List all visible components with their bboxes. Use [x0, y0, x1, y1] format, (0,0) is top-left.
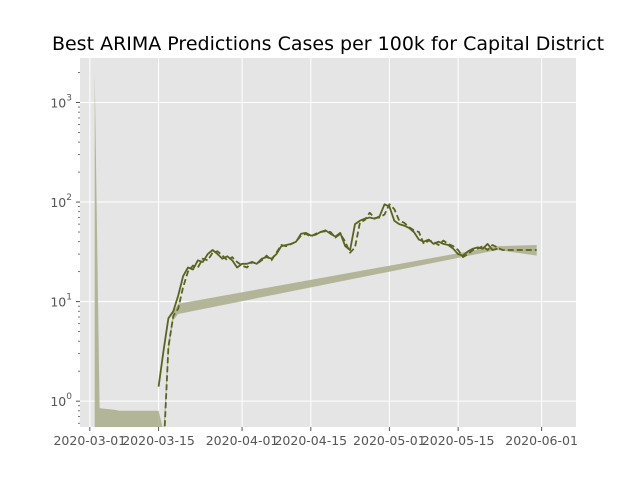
- grid-lines: [80, 58, 576, 427]
- x-tick-label: 2020-06-01: [505, 433, 578, 448]
- y-tick-label: 101: [50, 293, 72, 310]
- y-tick-label: 103: [50, 94, 72, 111]
- predicted-series-line: [163, 203, 537, 427]
- x-tick-label: 2020-03-15: [122, 433, 195, 448]
- chart-title: Best ARIMA Predictions Cases per 100k fo…: [52, 33, 604, 55]
- plot-area: [80, 58, 576, 427]
- y-axis: 100 101 102 103: [50, 72, 80, 424]
- y-tick-label: 100: [50, 392, 72, 409]
- x-tick-label: 2020-03-01: [53, 433, 126, 448]
- y-tick-label: 102: [50, 193, 72, 210]
- series-layer: [157, 203, 537, 427]
- x-tick-label: 2020-04-01: [206, 433, 279, 448]
- x-tick-label: 2020-05-15: [422, 433, 495, 448]
- actual-series-line: [157, 203, 498, 387]
- x-tick-label: 2020-05-01: [353, 433, 426, 448]
- x-tick-label: 2020-04-15: [274, 433, 347, 448]
